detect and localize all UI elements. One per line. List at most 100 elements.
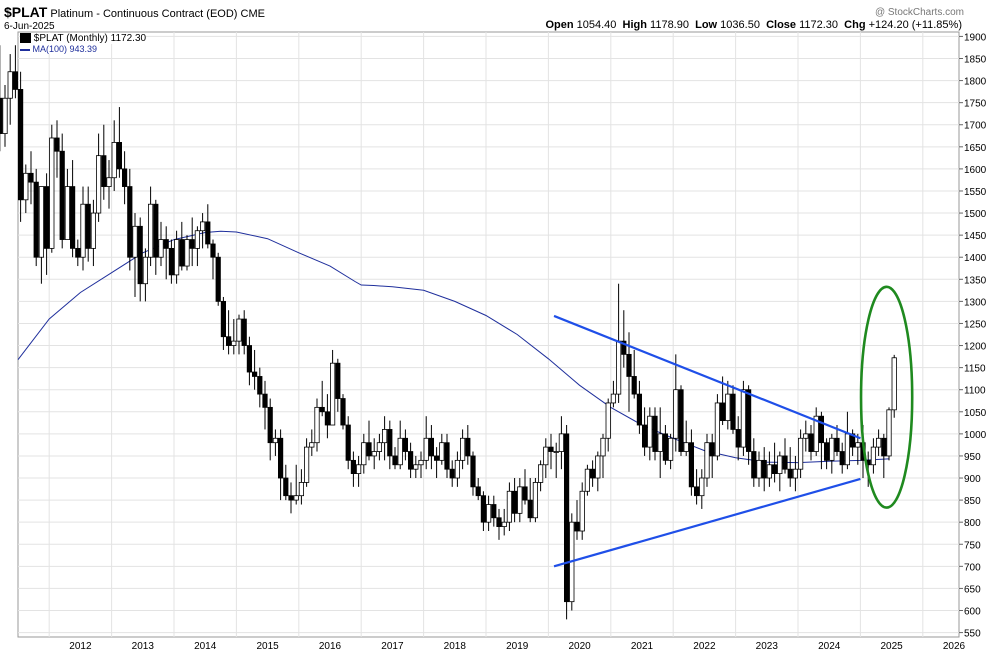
candle xyxy=(106,160,112,209)
candles-layer xyxy=(0,45,897,620)
candle xyxy=(330,349,336,426)
chg-value: +124.20 (+11.85%) xyxy=(868,19,962,31)
candle xyxy=(200,213,206,249)
y-tick-label: 600 xyxy=(964,607,981,618)
candle-body xyxy=(491,504,497,519)
candle xyxy=(23,164,29,214)
chg-label: Chg xyxy=(844,19,866,31)
candle xyxy=(844,411,851,470)
candle xyxy=(824,438,830,470)
candle-body xyxy=(200,221,206,232)
candle-body xyxy=(304,446,310,483)
open-label: Open xyxy=(545,19,574,31)
candle-body xyxy=(751,451,757,479)
candle xyxy=(184,235,190,271)
candle xyxy=(434,447,440,479)
candle-body xyxy=(142,256,149,285)
candle xyxy=(579,482,585,540)
candle-body xyxy=(574,521,580,532)
candle-body xyxy=(517,486,523,514)
candle xyxy=(678,385,684,456)
candle-body xyxy=(553,451,559,453)
candle xyxy=(652,407,658,461)
candle-body xyxy=(314,406,320,444)
candle-body xyxy=(548,446,554,452)
candle xyxy=(137,217,143,302)
candle xyxy=(522,469,528,505)
watermark: @ StockCharts.com xyxy=(874,7,964,18)
candle xyxy=(402,429,409,461)
x-tick-label: 2019 xyxy=(506,641,529,652)
candle xyxy=(304,438,310,487)
candle xyxy=(423,416,429,470)
candle xyxy=(772,442,778,483)
candle xyxy=(413,455,419,479)
candle xyxy=(168,239,175,284)
candle-body xyxy=(527,499,533,519)
candle-body xyxy=(501,521,507,527)
candle xyxy=(829,433,835,474)
y-tick-label: 1000 xyxy=(964,430,987,441)
candle xyxy=(324,394,331,439)
candle-body xyxy=(122,168,128,187)
candle xyxy=(584,464,591,496)
candle xyxy=(543,438,549,479)
candle-body xyxy=(782,455,788,470)
candle-body xyxy=(891,357,897,411)
candle xyxy=(174,230,180,284)
candle xyxy=(491,495,497,527)
candle xyxy=(262,380,268,430)
candle xyxy=(449,460,455,487)
candle-body xyxy=(148,203,154,258)
candle-body xyxy=(595,455,601,479)
candle-body xyxy=(522,486,528,501)
candle xyxy=(605,398,611,452)
candle xyxy=(725,380,731,430)
candle-body xyxy=(870,446,877,466)
candle xyxy=(85,186,91,262)
y-axis: 550 600 650 700 750 800 850 900 950 1000 1050 1100 1… xyxy=(959,32,987,640)
candle xyxy=(361,433,367,474)
candle xyxy=(153,199,159,275)
candle-body xyxy=(662,433,669,461)
candle xyxy=(215,252,221,306)
y-tick-label: 1800 xyxy=(964,77,987,88)
y-tick-label: 1450 xyxy=(964,231,987,242)
candle-body xyxy=(600,437,606,457)
candle xyxy=(798,429,804,479)
candle-body xyxy=(168,247,175,276)
candle xyxy=(309,429,315,456)
candle xyxy=(574,500,580,540)
candle-body xyxy=(106,177,112,187)
candle-body xyxy=(127,186,133,258)
candle-body xyxy=(413,464,419,470)
candle xyxy=(397,420,403,470)
candle xyxy=(293,464,299,505)
candle-body xyxy=(241,318,247,346)
candle-body xyxy=(798,437,804,470)
low-value: 1036.50 xyxy=(720,19,760,31)
candle xyxy=(610,380,617,408)
candle-body xyxy=(101,155,107,187)
candle-body xyxy=(761,459,767,479)
candle xyxy=(683,420,689,456)
candle-body xyxy=(288,495,294,501)
candle xyxy=(340,394,346,430)
candle xyxy=(444,433,450,479)
candle xyxy=(803,420,809,452)
candle-body xyxy=(579,490,585,532)
high-value: 1178.90 xyxy=(650,19,689,31)
legend-ma: MA(100) 943.39 xyxy=(20,44,98,54)
candle xyxy=(720,376,726,426)
trendline xyxy=(553,314,861,440)
candle-body xyxy=(12,71,18,90)
candle xyxy=(668,433,674,470)
close-value: 1172.30 xyxy=(799,19,839,31)
candle xyxy=(792,455,799,492)
candle-body xyxy=(714,402,721,457)
x-tick-label: 2016 xyxy=(319,641,342,652)
y-tick-label: 550 xyxy=(964,629,981,640)
candle xyxy=(465,425,471,465)
candle xyxy=(382,416,388,461)
